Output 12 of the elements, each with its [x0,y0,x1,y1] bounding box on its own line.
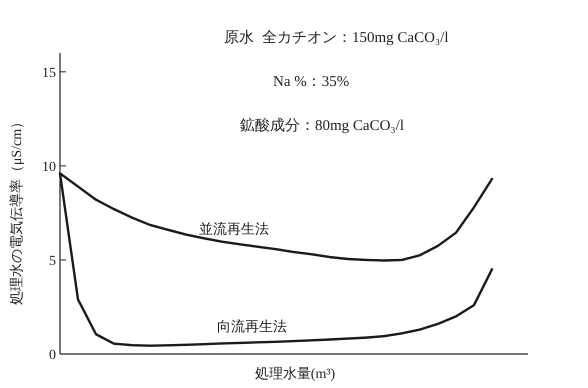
y-tick-label: 5 [49,254,56,269]
text: 全カチオン：150mg CaCO₃/l [262,29,448,46]
annotation: 鉱酸成分：80mg CaCO₃/l [240,117,404,134]
y-tick-label: 15 [42,66,56,81]
annotation: Na %：35% [273,74,350,90]
y-axis-title: 処理水の電気伝導率（μS/cm） [9,114,25,306]
series-label: 向流再生法 [217,318,287,335]
text: 原水 [224,29,254,46]
y-tick-label: 0 [49,348,56,363]
series-label: 並流再生法 [199,222,269,238]
x-axis-title: 処理水量(m³) [254,366,336,382]
y-tick-label: 10 [42,160,56,175]
